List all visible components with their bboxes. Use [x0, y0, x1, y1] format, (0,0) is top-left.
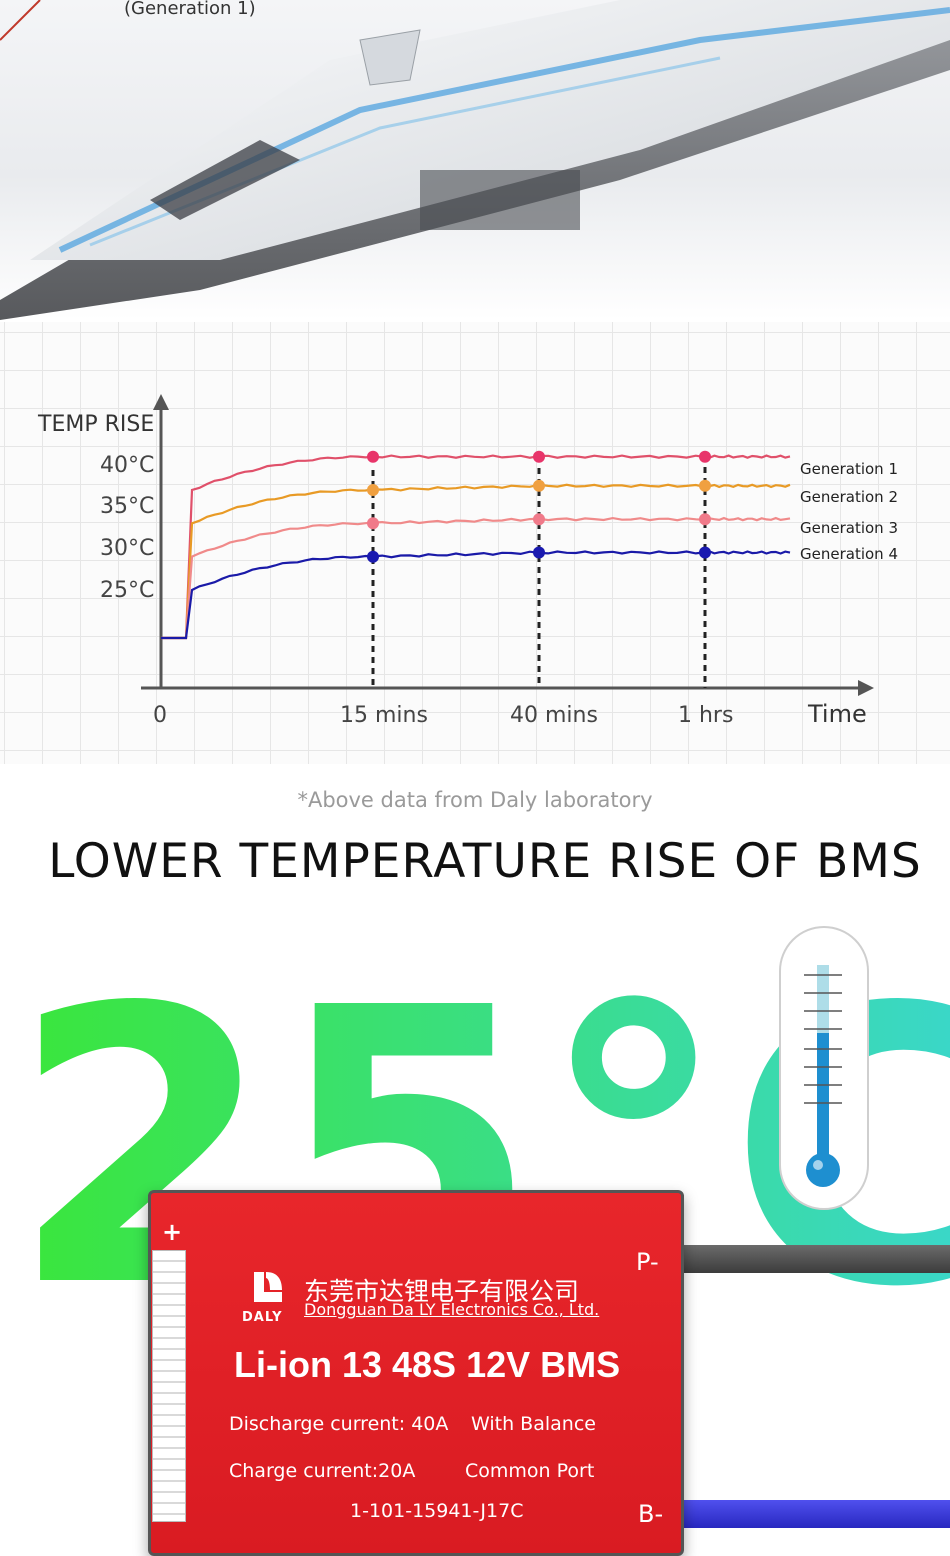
y-axis-arrow	[153, 394, 169, 410]
series-line	[161, 550, 791, 640]
temperature-rise-chart: TEMP RISE Time 40°C 35°C 30°C 25°C 0 15 …	[37, 394, 898, 728]
series-point	[699, 479, 711, 492]
serial-number: 1-101-15941-J17C	[350, 1500, 524, 1522]
series-point	[367, 450, 379, 463]
y-tick-label: 35°C	[100, 494, 154, 519]
thermometer-icon	[779, 926, 869, 1210]
series-point	[533, 479, 545, 492]
balance-connector	[152, 1250, 186, 1522]
balance-spec: With Balance	[471, 1413, 596, 1435]
b-minus-label: B-	[638, 1500, 664, 1528]
bms-board	[148, 1190, 684, 1556]
legend-label: Generation 2	[800, 488, 898, 506]
x-tick-label: 1 hrs	[678, 703, 733, 728]
daly-logo-text: DALY	[242, 1310, 283, 1325]
daly-logo-icon	[254, 1272, 282, 1302]
series-point	[699, 546, 711, 559]
y-tick-label: 30°C	[100, 536, 154, 561]
p-minus-wire	[676, 1245, 950, 1273]
series-point	[533, 513, 545, 526]
x-axis-arrow	[858, 680, 874, 696]
series-line	[161, 516, 791, 640]
y-tick-label: 40°C	[100, 453, 154, 478]
hero-caption: (Generation 1)	[124, 0, 256, 19]
series-line	[161, 454, 791, 640]
discharge-spec: Discharge current: 40A	[229, 1413, 449, 1435]
y-axis-label: TEMP RISE	[37, 412, 154, 437]
plus-terminal-label: +	[162, 1218, 183, 1246]
x-tick-label: 0	[153, 703, 167, 728]
x-axis-label: Time	[807, 700, 867, 728]
legend-label: Generation 3	[800, 519, 898, 537]
series-layer	[161, 450, 791, 640]
hero-banner: (Generation 1)	[0, 0, 950, 320]
train-illustration	[0, 0, 950, 320]
series-line	[161, 483, 791, 640]
series-point	[699, 513, 711, 526]
model-title: Li-ion 13 48S 12V BMS	[234, 1344, 621, 1385]
section-headline: LOWER TEMPERATURE RISE OF BMS	[48, 834, 922, 889]
legend-label: Generation 1	[800, 460, 898, 478]
series-point	[533, 546, 545, 559]
temperature-chart-panel: TEMP RISE Time 40°C 35°C 30°C 25°C 0 15 …	[0, 322, 950, 764]
x-tick-label: 40 mins	[510, 703, 598, 728]
series-point	[699, 450, 711, 463]
series-point	[533, 450, 545, 463]
legend-label: Generation 4	[800, 545, 898, 563]
company-name-en: Dongguan Da LY Electronics Co., Ltd.	[304, 1300, 600, 1319]
series-point	[367, 517, 379, 530]
x-tick-label: 15 mins	[340, 703, 428, 728]
series-point	[367, 484, 379, 496]
company-name-cn: 东莞市达锂电子有限公司	[304, 1277, 580, 1306]
b-minus-wire	[676, 1500, 950, 1528]
charge-spec: Charge current:20A	[229, 1460, 416, 1482]
p-minus-label: P-	[636, 1248, 659, 1276]
y-tick-label: 25°C	[100, 578, 154, 603]
series-point	[367, 550, 379, 563]
data-source-note: *Above data from Daly laboratory	[297, 788, 653, 812]
port-spec: Common Port	[465, 1460, 595, 1482]
